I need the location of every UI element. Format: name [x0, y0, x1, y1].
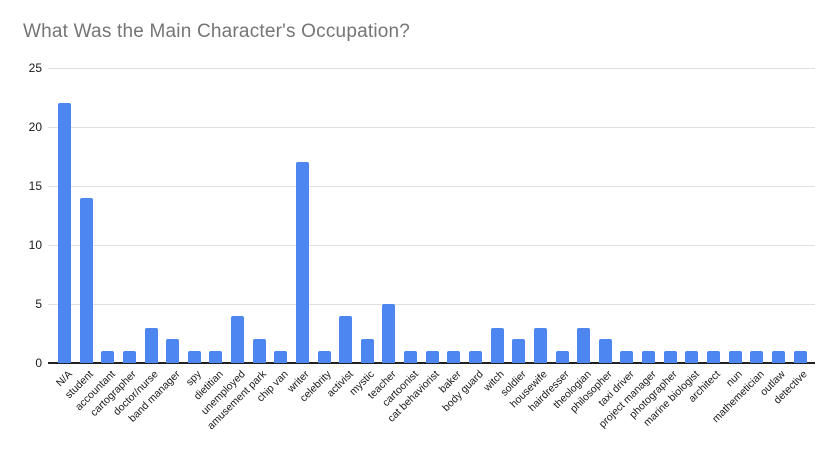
bar-celebrity [317, 351, 331, 363]
bar-photographer [663, 351, 677, 363]
bar-unemployed [231, 315, 245, 363]
bar-mathemetician [750, 351, 764, 363]
bar-activist [339, 315, 353, 363]
bar-mystic [360, 339, 374, 363]
gridline-25 [48, 68, 815, 69]
bar-cartoonist [404, 351, 418, 363]
bar-cat-behaviorist [425, 351, 439, 363]
bar-student [79, 197, 93, 363]
x-axis-line [48, 362, 815, 364]
bar-writer [295, 162, 309, 363]
bar-witch [490, 327, 504, 363]
bar-band-manager [166, 339, 180, 363]
bar-n-a [58, 103, 71, 363]
bar-detective [793, 351, 807, 363]
gridline-5 [48, 304, 815, 305]
bar-nun [728, 351, 742, 363]
y-tick-20: 20 [28, 120, 42, 134]
bar-accountant [101, 351, 115, 363]
y-tick-15: 15 [28, 179, 42, 193]
bar-outlaw [771, 351, 785, 363]
bar-housewife [533, 327, 547, 363]
gridline-15 [48, 186, 815, 187]
y-tick-0: 0 [35, 356, 42, 370]
bar-teacher [382, 304, 396, 363]
bar-soldier [512, 339, 526, 363]
bar-philosopher [598, 339, 612, 363]
gridline-20 [48, 127, 815, 128]
bar-chip-van [274, 351, 288, 363]
bar-theologian [577, 327, 591, 363]
bar-hairdresser [555, 351, 569, 363]
bar-amusement-park [252, 339, 266, 363]
gridline-10 [48, 245, 815, 246]
bar-marine-biologist [685, 351, 699, 363]
bar-body-guard [469, 351, 482, 363]
bar-architect [706, 351, 720, 363]
bar-taxi-driver [620, 351, 634, 363]
bar-spy [187, 351, 201, 363]
bar-doctor-nurse [144, 327, 158, 363]
y-tick-5: 5 [35, 297, 42, 311]
bar-dietitian [209, 351, 223, 363]
y-tick-25: 25 [28, 61, 42, 75]
y-tick-10: 10 [28, 238, 42, 252]
bar-project-manager [642, 351, 656, 363]
bar-baker [447, 351, 461, 363]
bar-cartographer [122, 351, 136, 363]
chart-title: What Was the Main Character's Occupation… [23, 21, 411, 42]
